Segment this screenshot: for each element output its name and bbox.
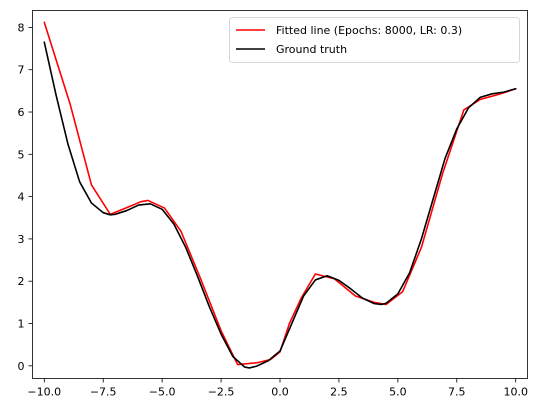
- series-lines: [43, 21, 517, 369]
- y-tick-label: 8: [18, 21, 25, 34]
- x-tick-label: 2.5: [330, 386, 348, 399]
- legend: Fitted line (Epochs: 8000, LR: 0.3) Grou…: [229, 17, 520, 63]
- y-tick-label: 2: [18, 275, 25, 288]
- x-tick-label: 7.5: [448, 386, 466, 399]
- y-axis: 0 1 2 3 4 5 6 7 8: [18, 21, 33, 373]
- legend-box: [229, 17, 520, 63]
- y-tick-label: 5: [18, 148, 25, 161]
- series-line-ground-truth: [43, 41, 517, 369]
- y-tick-label: 7: [18, 64, 25, 77]
- y-tick-label: 6: [18, 106, 25, 119]
- x-tick-label: −5.0: [149, 386, 176, 399]
- y-tick-label: 3: [18, 233, 25, 246]
- x-tick-label: 10.0: [503, 386, 528, 399]
- x-tick-label: 5.0: [389, 386, 407, 399]
- y-tick-label: 0: [18, 360, 25, 373]
- y-tick-label: 4: [18, 191, 25, 204]
- x-tick-label: −10.0: [27, 386, 61, 399]
- legend-label-fitted: Fitted line (Epochs: 8000, LR: 0.3): [276, 24, 462, 37]
- y-tick-label: 1: [18, 318, 25, 331]
- x-tick-label: −2.5: [208, 386, 235, 399]
- legend-label-ground-truth: Ground truth: [276, 43, 347, 56]
- x-axis: −10.0 −7.5 −5.0 −2.5 0.0 2.5 5.0 7.5 10.0: [27, 378, 528, 399]
- x-tick-label: −7.5: [90, 386, 117, 399]
- x-tick-label: 0.0: [271, 386, 289, 399]
